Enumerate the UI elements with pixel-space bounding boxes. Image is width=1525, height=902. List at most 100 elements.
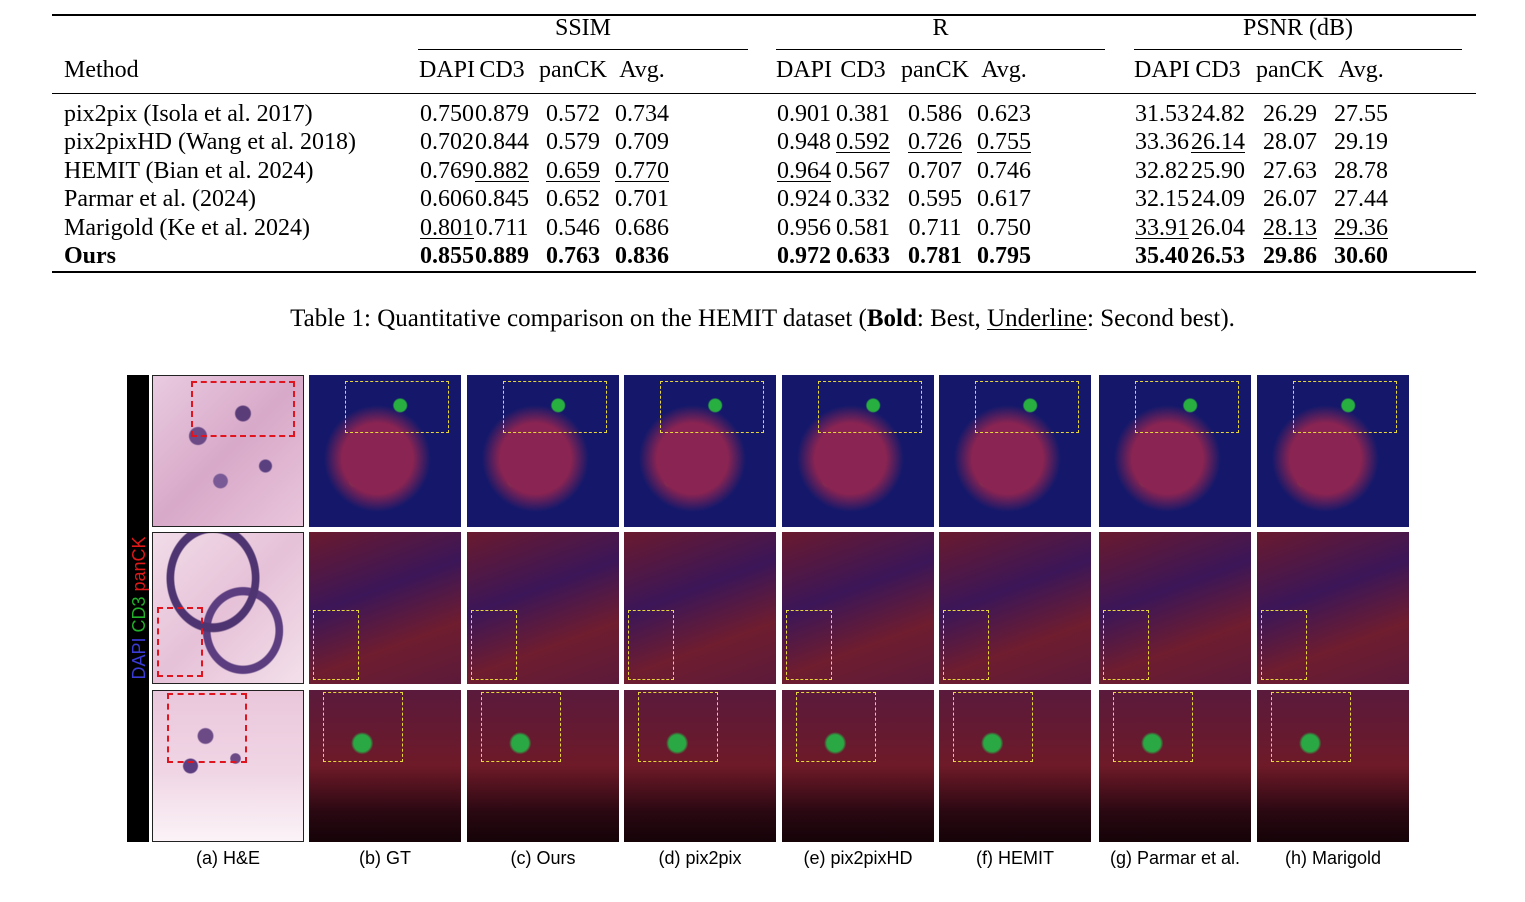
zoom-region-box [1293,381,1397,433]
value-cell: 0.901 [777,101,831,127]
comparison-figure: DAPI CD3 panCK (a) H&E (b) GT (c) Ours (d) … [127,375,1411,868]
zoom-region-box [157,607,203,677]
group-rule [1134,49,1462,50]
fluorescence-image [939,532,1091,684]
value-cell: 0.755 [977,129,1031,155]
he-image [152,690,304,842]
value-cell: 0.948 [777,129,831,155]
zoom-region-box [471,610,517,680]
fluorescence-image [782,532,934,684]
fluorescence-image [939,375,1091,527]
fluorescence-image [467,532,619,684]
caption-underline: Underline [987,305,1088,332]
stain-name: panCK [129,536,149,597]
fluorescence-image [782,375,934,527]
zoom-region-box [1135,381,1239,433]
table-header: Method SSIM R PSNR (dB) DAPI CD3 panCK Avg. DAP… [52,14,1476,94]
method-cell: pix2pixHD (Wang et al. 2018) [64,129,357,155]
zoom-region-box [975,381,1079,433]
panel-label: (c) Ours [510,848,576,868]
value-cell: 0.595 [908,186,962,212]
value-cell: 0.889 [475,243,529,269]
panel-label: (b) GT [359,848,411,868]
value-cell: 29.19 [1334,129,1388,155]
panel-label: (f) HEMIT [976,848,1054,868]
fluorescence-image [309,375,461,527]
zoom-region-box [786,610,832,680]
value-cell: 0.750 [420,101,474,127]
value-cell: 0.972 [777,243,831,269]
value-cell: 0.845 [475,186,529,212]
fluorescence-image [309,532,461,684]
zoom-region-box [167,693,247,763]
zoom-region-box [1113,692,1193,762]
fluorescence-image [467,375,619,527]
fluorescence-image [782,690,934,842]
value-cell: 27.63 [1263,158,1317,184]
value-cell: 0.726 [908,129,962,155]
zoom-region-box [1271,692,1351,762]
fluorescence-image [467,690,619,842]
panel-label: (a) H&E [195,848,260,868]
column-header: DAPI [418,57,475,83]
table-caption: Table 1: Quantitative comparison on the … [0,303,1525,335]
value-cell: 35.40 [1135,243,1189,269]
value-cell: 0.709 [615,129,669,155]
column-header: Avg. [619,57,665,83]
fluorescence-image [1099,532,1251,684]
value-cell: 0.702 [420,129,474,155]
stain-name: DAPI [129,637,149,680]
panel-label: (h) Marigold [1284,848,1382,868]
value-cell: 0.769 [420,158,474,184]
stain-name: CD3 [129,596,149,638]
fluorescence-image [1099,690,1251,842]
stain-legend-label: DAPI CD3 panCK [128,518,150,698]
column-header: panCK [901,57,969,83]
group-header: R [932,15,949,41]
fluorescence-image [624,375,776,527]
caption-prefix: Table 1: Quantitative comparison on the … [290,305,867,332]
method-header: Method [64,57,139,83]
value-cell: 0.686 [615,215,669,241]
value-cell: 0.844 [475,129,529,155]
value-cell: 0.617 [977,186,1031,212]
table-top-rule [52,14,1476,16]
zoom-region-box [660,381,764,433]
value-cell: 31.53 [1135,101,1189,127]
zoom-region-box [638,692,718,762]
zoom-region-box [503,381,607,433]
value-cell: 0.711 [475,215,529,241]
panel-label: (g) Parmar et al. [1109,848,1241,868]
method-cell: HEMIT (Bian et al. 2024) [64,158,314,184]
value-cell: 0.781 [908,243,962,269]
zoom-region-box [943,610,989,680]
fluorescence-image [1099,375,1251,527]
value-cell: 0.623 [977,101,1031,127]
value-cell: 0.381 [836,101,890,127]
value-cell: 0.924 [777,186,831,212]
value-cell: 0.763 [546,243,600,269]
value-cell: 30.60 [1334,243,1388,269]
value-cell: 27.55 [1334,101,1388,127]
value-cell: 0.855 [420,243,474,269]
value-cell: 0.801 [420,215,474,241]
zoom-region-box [1103,610,1149,680]
value-cell: 0.701 [615,186,669,212]
value-cell: 32.15 [1135,186,1189,212]
panel-label: (d) pix2pix [658,848,742,868]
table-bottom-rule [52,271,1476,273]
group-rule [776,49,1105,50]
zoom-region-box [953,692,1033,762]
value-cell: 0.795 [977,243,1031,269]
value-cell: 0.956 [777,215,831,241]
value-cell: 0.836 [615,243,669,269]
value-cell: 0.332 [836,186,890,212]
value-cell: 33.91 [1135,215,1189,241]
value-cell: 28.78 [1334,158,1388,184]
header-rule [52,93,1476,94]
value-cell: 0.567 [836,158,890,184]
zoom-region-box [1261,610,1307,680]
value-cell: 29.86 [1263,243,1317,269]
zoom-region-box [481,692,561,762]
value-cell: 25.90 [1191,158,1245,184]
